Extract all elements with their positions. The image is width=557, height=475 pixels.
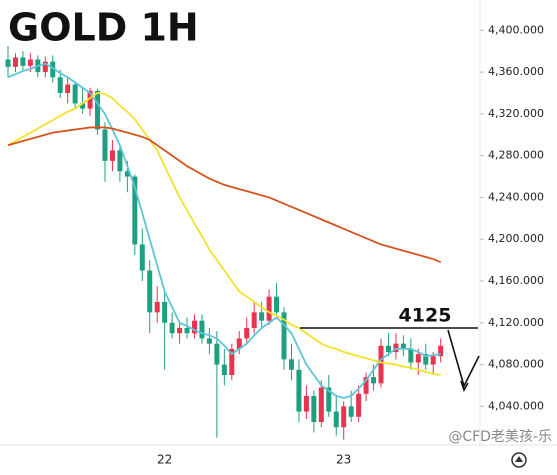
- candle-body: [438, 345, 444, 357]
- candle-body: [206, 338, 212, 344]
- candle-body: [341, 406, 347, 428]
- candle-body: [20, 57, 26, 66]
- candle-body: [199, 320, 205, 339]
- chart-title: GOLD 1H: [8, 6, 199, 50]
- candle-body: [281, 312, 287, 360]
- candle-body: [311, 395, 317, 423]
- candle-body: [50, 61, 56, 78]
- candle-body: [363, 377, 369, 394]
- candle-body: [87, 90, 93, 109]
- candle-body: [371, 377, 377, 384]
- y-tick-label: 4,320.000: [488, 107, 544, 120]
- candle-body: [5, 59, 11, 67]
- candle-body: [415, 354, 421, 363]
- candle-body: [400, 343, 406, 349]
- candle-body: [42, 61, 48, 73]
- candle-body: [95, 90, 101, 130]
- candle-body: [72, 84, 78, 104]
- candle-body: [214, 343, 220, 365]
- candle-body: [12, 57, 18, 67]
- candle-body: [408, 348, 414, 363]
- candle-body: [236, 338, 242, 349]
- candle-body: [288, 359, 294, 370]
- candle-body: [117, 150, 123, 172]
- moving-average: [7, 62, 441, 399]
- candle-body: [259, 312, 265, 321]
- y-tick-label: 4,400.000: [488, 23, 544, 36]
- moving-average: [7, 126, 442, 264]
- level-label: 4125: [399, 305, 452, 327]
- candle-body: [356, 393, 362, 417]
- candle-body: [147, 270, 153, 313]
- y-tick-label: 4,280.000: [488, 149, 544, 162]
- candle-body: [139, 244, 145, 271]
- candle-body: [393, 343, 399, 353]
- tv-logo: [511, 452, 527, 468]
- candle-body: [251, 312, 257, 329]
- x-tick-label: 23: [336, 453, 351, 467]
- candle-body: [109, 150, 115, 161]
- candle-body: [124, 171, 130, 177]
- candle-body: [57, 77, 63, 93]
- y-tick-label: 4,360.000: [488, 65, 544, 78]
- x-tick-label: 22: [157, 453, 172, 467]
- y-tick-label: 4,200.000: [488, 232, 544, 245]
- candle-body: [266, 296, 272, 321]
- moving-average: [7, 92, 441, 376]
- candle-body: [274, 296, 280, 313]
- candle-body: [348, 406, 354, 417]
- candle-body: [385, 345, 391, 353]
- y-tick-label: 4,040.000: [488, 399, 544, 412]
- y-tick-label: 4,120.000: [488, 316, 544, 329]
- candle-body: [177, 328, 183, 334]
- candle-body: [326, 387, 332, 412]
- candle-body: [27, 59, 33, 66]
- y-tick-label: 4,240.000: [488, 190, 544, 203]
- candle-body: [296, 369, 302, 412]
- watermark: @CFD老美孩-乐: [448, 429, 552, 445]
- candle-body: [169, 322, 175, 334]
- candle-body: [430, 356, 436, 365]
- candle-body: [244, 328, 250, 339]
- candle-body: [65, 84, 71, 93]
- projection-arrow: [447, 329, 480, 389]
- candle-body: [80, 103, 86, 109]
- y-tick-label: 4,160.000: [488, 274, 544, 287]
- candle-body: [102, 129, 108, 161]
- candle-body: [229, 348, 235, 376]
- candle-body: [162, 301, 168, 323]
- y-tick-label: 4,080.000: [488, 358, 544, 371]
- arrow-head: [460, 380, 469, 392]
- candle-body: [221, 364, 227, 376]
- candle-body: [154, 301, 160, 313]
- candle-body: [423, 354, 429, 365]
- candle-body: [303, 395, 309, 412]
- candle-body: [184, 328, 190, 334]
- candle-body: [132, 176, 138, 245]
- candle-body: [192, 320, 197, 334]
- candle-body: [318, 387, 324, 423]
- candle-body: [333, 411, 339, 428]
- candle-body: [378, 345, 384, 384]
